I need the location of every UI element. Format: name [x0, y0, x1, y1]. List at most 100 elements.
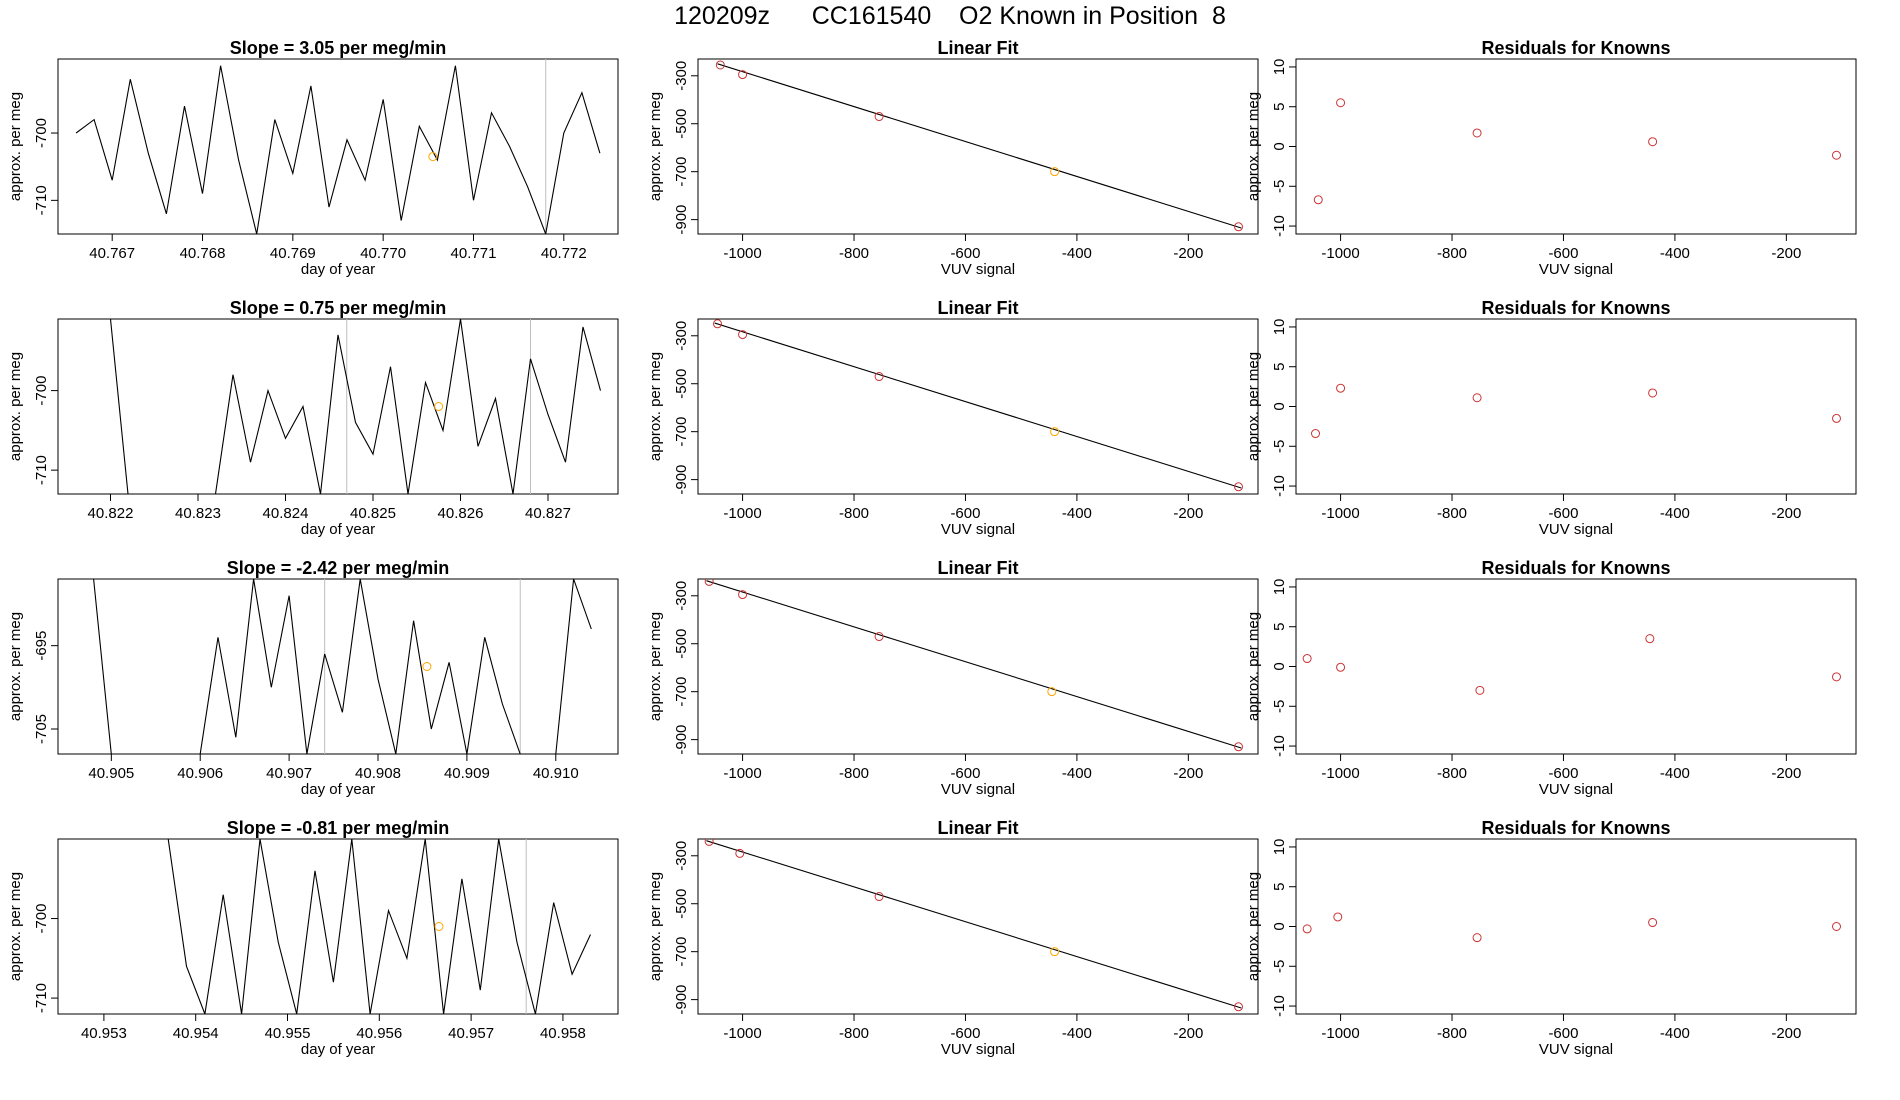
x-tick-label: 40.910: [533, 765, 579, 782]
x-tick-label: -400: [1062, 1025, 1092, 1042]
data-point: [1475, 685, 1485, 695]
y-tick-label: -500: [673, 369, 690, 399]
x-tick-label: 40.822: [88, 505, 134, 522]
y-tick-label: -5: [1271, 440, 1288, 453]
y-tick-label: 0: [1271, 662, 1288, 670]
data-point: [1648, 137, 1658, 147]
y-tick-label: -500: [673, 109, 690, 139]
x-tick-label: 40.909: [444, 765, 490, 782]
y-tick-label: -300: [673, 61, 690, 91]
data-point: [1233, 222, 1243, 232]
x-tick-label: -800: [1437, 765, 1467, 782]
x-axis-label: VUV signal: [1539, 521, 1613, 538]
x-tick-label: -1000: [1321, 505, 1359, 522]
subplot-title: Residuals for Knowns: [1481, 298, 1670, 318]
data-point: [704, 839, 714, 846]
x-tick-label: -600: [950, 505, 980, 522]
x-tick-label: -1000: [1321, 765, 1359, 782]
highlight-point: [1050, 427, 1060, 437]
y-axis-label: approx. per meg: [7, 352, 24, 461]
x-tick-label: -1000: [723, 505, 761, 522]
x-axis-label: day of year: [301, 1041, 375, 1058]
data-point: [738, 70, 748, 80]
y-tick-label: 10: [1271, 319, 1288, 336]
x-tick-label: 40.772: [541, 245, 587, 262]
plot-frame: [697, 838, 1259, 1015]
x-tick-label: 40.771: [451, 245, 497, 262]
subplot-title: Linear Fit: [937, 818, 1018, 838]
page-title: 120209z CC161540 O2 Known in Position 8: [674, 2, 1226, 30]
x-tick-label: -200: [1771, 1025, 1801, 1042]
x-tick-label: -200: [1771, 245, 1801, 262]
plot-area: [1313, 98, 1841, 205]
subplot-title: Slope = 3.05 per meg/min: [230, 38, 447, 58]
subplot-title: Linear Fit: [937, 298, 1018, 318]
y-tick-label: 5: [1271, 883, 1288, 891]
y-tick-label: 10: [1271, 579, 1288, 596]
x-tick-label: -800: [839, 505, 869, 522]
x-tick-label: -1000: [1321, 1025, 1359, 1042]
y-tick-label: -5: [1271, 180, 1288, 193]
data-point: [1831, 150, 1841, 160]
x-tick-label: -400: [1660, 1025, 1690, 1042]
x-tick-label: -400: [1062, 765, 1092, 782]
y-axis-label: approx. per meg: [7, 92, 24, 201]
data-point: [1472, 128, 1482, 138]
x-tick-label: -400: [1062, 505, 1092, 522]
plot-area: [1302, 912, 1841, 943]
y-axis-label: approx. per meg: [1245, 352, 1262, 461]
series-line: [109, 319, 602, 494]
plot-frame: [1295, 838, 1857, 1015]
subplot-3-2: Linear Fit -1000 -800 -600 -400 -200 -300 -500 -…: [647, 558, 1259, 798]
x-tick-label: 40.957: [448, 1025, 494, 1042]
plot-frame: [1295, 58, 1857, 235]
x-axis-label: day of year: [301, 521, 375, 538]
x-axis-label: day of year: [301, 781, 375, 798]
x-tick-label: 40.824: [263, 505, 309, 522]
series-line: [75, 65, 601, 234]
y-tick-label: -710: [33, 455, 50, 485]
fit-line: [706, 580, 1242, 749]
data-point: [1333, 912, 1343, 922]
x-axis-label: VUV signal: [941, 261, 1015, 278]
highlight-point: [1050, 947, 1060, 957]
subplot-title: Linear Fit: [937, 38, 1018, 58]
data-point: [874, 372, 884, 382]
x-tick-label: -200: [1173, 765, 1203, 782]
x-tick-label: -200: [1771, 765, 1801, 782]
subplot-2-3: Residuals for Knowns -1000 -800 -600 -400 -20…: [1245, 298, 1857, 538]
x-tick-label: 40.768: [180, 245, 226, 262]
y-tick-label: -695: [33, 631, 50, 661]
x-tick-label: 40.907: [266, 765, 312, 782]
x-tick-label: 40.905: [88, 765, 134, 782]
subplot-title: Slope = -0.81 per meg/min: [227, 818, 450, 838]
y-tick-label: -300: [673, 841, 690, 871]
y-tick-label: -900: [673, 985, 690, 1015]
data-point: [1233, 1002, 1243, 1012]
fit-line: [706, 840, 1242, 1009]
y-axis-label: approx. per meg: [1245, 612, 1262, 721]
x-tick-label: -600: [950, 245, 980, 262]
data-point: [1472, 393, 1482, 403]
subplot-4-1: Slope = -0.81 per meg/min 40.953 40.954 40.…: [7, 818, 619, 1058]
plot-frame: [57, 838, 619, 1015]
data-point: [1336, 98, 1346, 108]
y-tick-label: 0: [1271, 402, 1288, 410]
plot-area: [167, 839, 591, 1014]
data-point: [874, 632, 884, 642]
y-tick-label: -710: [33, 185, 50, 215]
x-axis-label: VUV signal: [941, 1041, 1015, 1058]
y-axis-label: approx. per meg: [1245, 92, 1262, 201]
x-tick-label: -800: [1437, 505, 1467, 522]
x-tick-label: -800: [1437, 245, 1467, 262]
subplot-title: Residuals for Knowns: [1481, 818, 1670, 838]
x-tick-label: 40.769: [270, 245, 316, 262]
y-tick-label: -700: [33, 376, 50, 406]
y-tick-label: 5: [1271, 103, 1288, 111]
data-point: [1831, 672, 1841, 682]
data-point: [1645, 634, 1655, 644]
x-tick-label: -400: [1660, 765, 1690, 782]
data-point: [1831, 922, 1841, 931]
subplot-title: Residuals for Knowns: [1481, 38, 1670, 58]
